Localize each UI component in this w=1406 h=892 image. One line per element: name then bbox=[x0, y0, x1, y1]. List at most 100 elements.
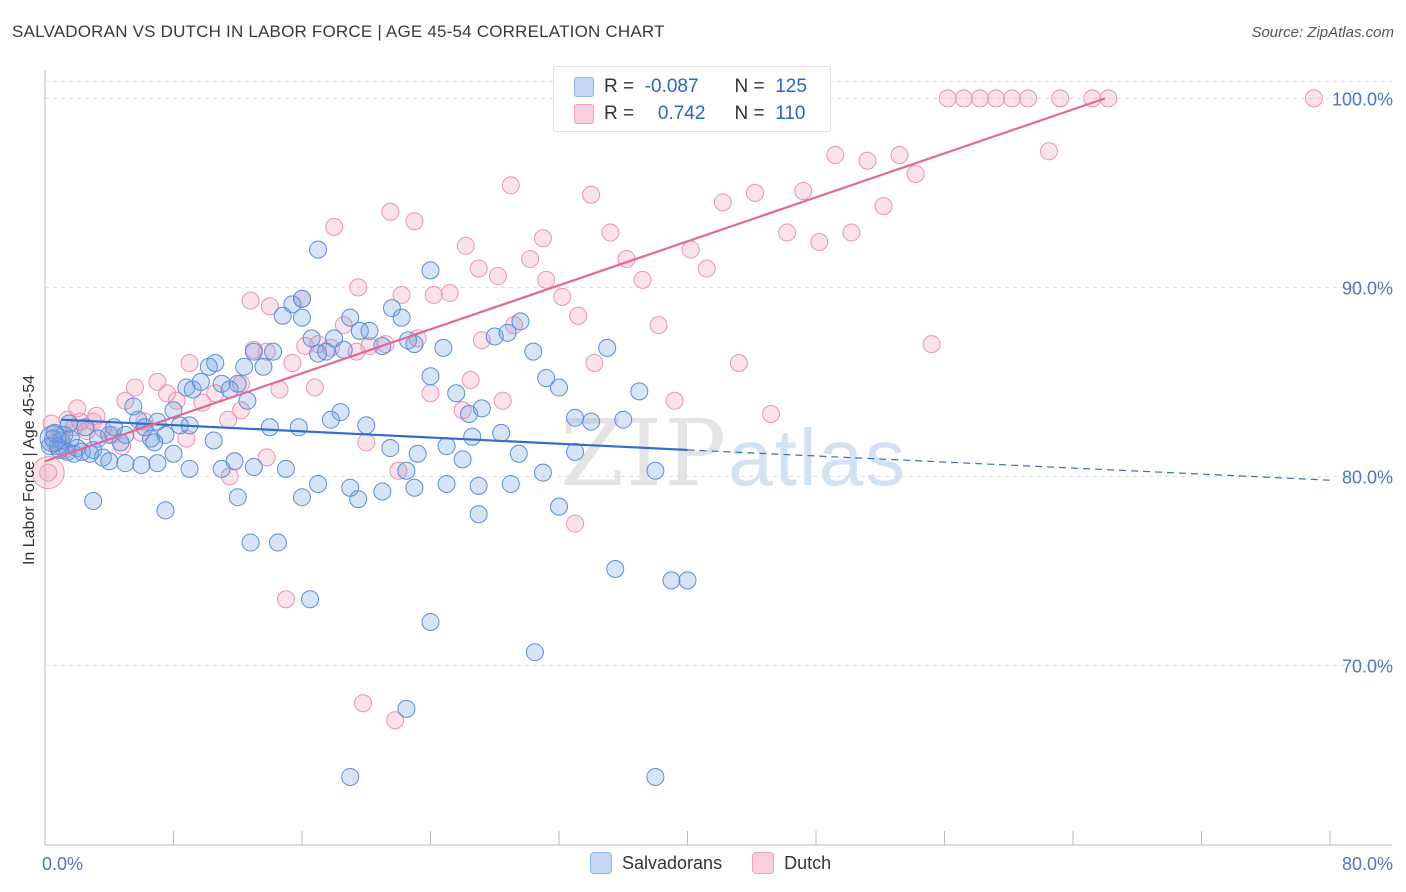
legend-item-salvadorans[interactable]: Salvadorans bbox=[590, 852, 722, 874]
dutch-point bbox=[553, 287, 572, 306]
r-value: 0.742 bbox=[657, 103, 706, 124]
dutch-point bbox=[954, 89, 973, 108]
dutch-point bbox=[283, 353, 302, 372]
r-label: R = bbox=[604, 76, 635, 97]
dutch-point bbox=[381, 202, 400, 221]
salvadorans-point bbox=[357, 416, 376, 435]
salvadorans-point bbox=[469, 505, 488, 524]
dutch-point bbox=[180, 353, 199, 372]
salvadorans-point bbox=[582, 412, 601, 431]
dutch-point bbox=[354, 694, 373, 713]
salvadorans-point bbox=[511, 312, 530, 331]
dutch-point bbox=[1019, 89, 1038, 108]
salvadorans-point bbox=[148, 412, 167, 431]
dutch-point bbox=[601, 223, 620, 242]
salvadorans-point bbox=[501, 474, 520, 493]
salvadorans-point bbox=[509, 444, 528, 463]
salvadorans-point bbox=[341, 308, 360, 327]
dutch-point bbox=[42, 414, 61, 433]
y-tick-label: 90.0% bbox=[1342, 278, 1393, 298]
dutch-trend-line bbox=[44, 97, 1106, 463]
salvadorans-point bbox=[566, 408, 585, 427]
legend-label: Dutch bbox=[784, 852, 832, 873]
salvadorans-point bbox=[397, 461, 416, 480]
salvadorans-point bbox=[678, 571, 697, 590]
x-tick-label: 0.0% bbox=[42, 854, 83, 874]
dutch-point bbox=[421, 384, 440, 403]
chart-title: SALVADORAN VS DUTCH IN LABOR FORCE | AGE… bbox=[12, 22, 665, 41]
source-label: Source: ZipAtlas.com bbox=[1251, 24, 1394, 41]
salvadorans-swatch bbox=[590, 852, 612, 874]
salvadorans-point bbox=[437, 437, 456, 456]
salvadorans-point bbox=[254, 357, 273, 376]
salvadorans-point bbox=[228, 488, 247, 507]
dutch-point bbox=[762, 405, 781, 424]
dutch-point bbox=[794, 181, 813, 200]
dutch-point bbox=[633, 270, 652, 289]
dutch-point bbox=[566, 514, 585, 533]
salvadorans-point bbox=[164, 444, 183, 463]
salvadorans-point bbox=[598, 338, 617, 357]
salvadorans-point bbox=[550, 497, 568, 516]
salvadorans-point bbox=[566, 442, 585, 461]
salvadorans-point bbox=[289, 418, 308, 437]
dutch-point bbox=[537, 270, 556, 289]
dutch-point bbox=[826, 146, 845, 165]
salvadorans-point bbox=[264, 342, 283, 361]
dutch-point bbox=[569, 306, 588, 325]
n-label: N = bbox=[734, 76, 765, 97]
salvadorans-point bbox=[463, 427, 482, 446]
salvadorans-point bbox=[60, 414, 79, 433]
salvadorans-point bbox=[116, 454, 135, 473]
dutch-point bbox=[276, 590, 295, 609]
dutch-point bbox=[260, 297, 279, 316]
salvadorans-point bbox=[341, 767, 360, 786]
legend-label: Salvadorans bbox=[622, 852, 723, 873]
legend-item-dutch[interactable]: Dutch bbox=[752, 852, 831, 874]
salvadorans-point bbox=[421, 612, 440, 631]
salvadorans-point bbox=[646, 767, 665, 786]
salvadorans-point bbox=[100, 452, 119, 471]
salvadorans-trend-extension bbox=[687, 449, 1331, 481]
dutch-point bbox=[970, 89, 989, 108]
dutch-point bbox=[986, 89, 1005, 108]
trend-lines bbox=[44, 97, 1331, 481]
salvadorans-point bbox=[397, 699, 416, 718]
dutch-point bbox=[349, 278, 368, 297]
salvadorans-point bbox=[421, 367, 440, 386]
x-tick-labels: 0.0% 80.0% bbox=[42, 854, 1393, 874]
dutch-point bbox=[167, 391, 186, 410]
salvadorans-point bbox=[350, 321, 369, 340]
dutch-point bbox=[778, 223, 797, 242]
dutch-point bbox=[665, 391, 684, 410]
salvadorans-point bbox=[405, 335, 424, 354]
dutch-point bbox=[938, 89, 957, 108]
dutch-point bbox=[1002, 89, 1021, 108]
dutch-point bbox=[501, 176, 520, 195]
dutch-point bbox=[582, 185, 601, 204]
dutch-point bbox=[305, 378, 324, 397]
r-label: R = bbox=[604, 103, 635, 124]
salvadorans-point bbox=[447, 384, 466, 403]
x-tick-label: 80.0% bbox=[1342, 854, 1393, 874]
salvadorans-point bbox=[434, 338, 453, 357]
salvadorans-point bbox=[550, 378, 568, 397]
dutch-point bbox=[1051, 89, 1070, 108]
dutch-point bbox=[257, 342, 276, 361]
dutch-point bbox=[922, 335, 941, 354]
dutch-point bbox=[585, 353, 604, 372]
salvadorans-point bbox=[492, 423, 511, 442]
salvadorans-point bbox=[283, 295, 302, 314]
salvadorans-point bbox=[191, 372, 210, 391]
y-tick-label: 70.0% bbox=[1342, 656, 1393, 676]
dutch-point bbox=[456, 236, 475, 255]
axes bbox=[44, 70, 1392, 846]
watermark-zip: ZIP bbox=[560, 400, 729, 507]
dutch-point bbox=[241, 291, 260, 310]
salvadorans-point-large bbox=[39, 425, 67, 453]
salvadorans-point bbox=[244, 457, 263, 476]
salvadorans-point bbox=[317, 342, 336, 361]
salvadorans-point bbox=[472, 399, 491, 418]
dutch-point bbox=[231, 401, 250, 420]
dutch-point bbox=[1083, 89, 1102, 108]
